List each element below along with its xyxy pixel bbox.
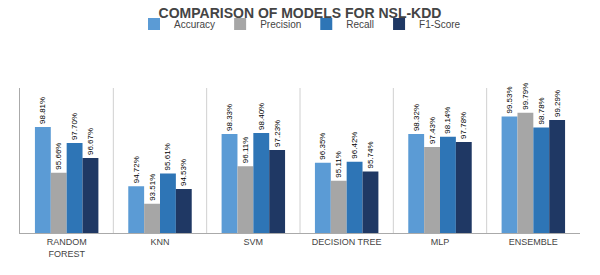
svg-text:96.35%: 96.35% <box>318 133 327 160</box>
svg-text:98.14%: 98.14% <box>443 107 452 134</box>
svg-text:97.43%: 97.43% <box>428 117 437 144</box>
svg-text:Accuracy: Accuracy <box>174 19 215 30</box>
svg-text:94.53%: 94.53% <box>179 159 188 186</box>
svg-text:ENSEMBLE: ENSEMBLE <box>509 237 558 247</box>
svg-text:96.11%: 96.11% <box>241 137 250 164</box>
svg-text:97.78%: 97.78% <box>459 112 468 139</box>
svg-text:97.23%: 97.23% <box>273 120 282 147</box>
svg-text:97.70%: 97.70% <box>70 113 79 140</box>
svg-text:Recall: Recall <box>346 19 374 30</box>
svg-text:98.78%: 98.78% <box>537 97 546 124</box>
svg-text:F1-Score: F1-Score <box>419 19 461 30</box>
svg-text:98.81%: 98.81% <box>38 97 47 124</box>
svg-text:96.67%: 96.67% <box>86 128 95 155</box>
svg-text:98.33%: 98.33% <box>225 104 234 131</box>
svg-text:SVM: SVM <box>244 237 264 247</box>
svg-text:99.79%: 99.79% <box>521 83 530 110</box>
svg-text:95.66%: 95.66% <box>54 143 63 170</box>
svg-text:98.32%: 98.32% <box>412 104 421 131</box>
svg-text:95.74%: 95.74% <box>366 141 375 168</box>
svg-text:MLP: MLP <box>431 237 450 247</box>
svg-text:95.61%: 95.61% <box>163 143 172 170</box>
svg-text:93.51%: 93.51% <box>148 174 157 201</box>
svg-text:96.42%: 96.42% <box>350 132 359 159</box>
svg-text:DECISION TREE: DECISION TREE <box>312 237 382 247</box>
svg-text:99.29%: 99.29% <box>553 90 562 117</box>
svg-text:RANDOMFOREST: RANDOMFOREST <box>47 237 87 259</box>
svg-text:Precision: Precision <box>260 19 301 30</box>
svg-text:95.11%: 95.11% <box>334 151 343 178</box>
svg-text:COMPARISON OF MODELS FOR NSL-K: COMPARISON OF MODELS FOR NSL-KDD <box>159 5 442 21</box>
svg-text:99.53%: 99.53% <box>505 86 514 113</box>
svg-text:94.72%: 94.72% <box>132 156 141 183</box>
svg-text:98.40%: 98.40% <box>257 103 266 130</box>
svg-text:KNN: KNN <box>150 237 169 247</box>
